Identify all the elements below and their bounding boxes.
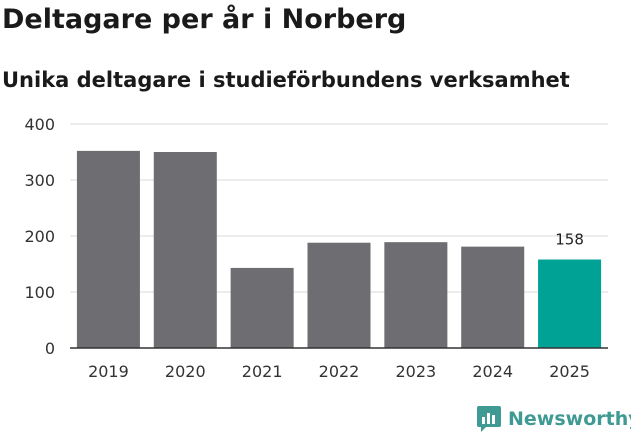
y-tick-label: 200 [24, 227, 55, 246]
data-label: 158 [555, 231, 584, 249]
chart-title: Deltagare per år i Norberg [2, 4, 407, 35]
x-tick-label: 2023 [395, 362, 436, 381]
x-tick-label: 2021 [242, 362, 283, 381]
bar [538, 259, 602, 348]
bar [76, 150, 140, 348]
newsworthy-logo-icon [477, 406, 501, 432]
brand-logo: Newsworthy [476, 405, 631, 433]
x-tick-label: 2025 [549, 362, 590, 381]
x-tick-label: 2019 [88, 362, 129, 381]
y-tick-label: 300 [24, 171, 55, 190]
bar-chart: 0 100 200 300 400 2019 2020 2021 2022 2023 2024 202… [24, 115, 608, 381]
bar [153, 152, 217, 348]
y-tick-label: 0 [45, 339, 55, 358]
brand-name: Newsworthy [508, 408, 631, 430]
bar [461, 246, 525, 348]
y-tick-label: 400 [24, 115, 55, 134]
x-tick-label: 2024 [472, 362, 513, 381]
bar [307, 242, 371, 348]
x-tick-label: 2020 [165, 362, 206, 381]
bar [230, 267, 294, 348]
y-tick-label: 100 [24, 283, 55, 302]
bar [384, 242, 448, 348]
x-tick-label: 2022 [319, 362, 360, 381]
chart-subtitle: Unika deltagare i studieförbundens verks… [2, 68, 570, 92]
